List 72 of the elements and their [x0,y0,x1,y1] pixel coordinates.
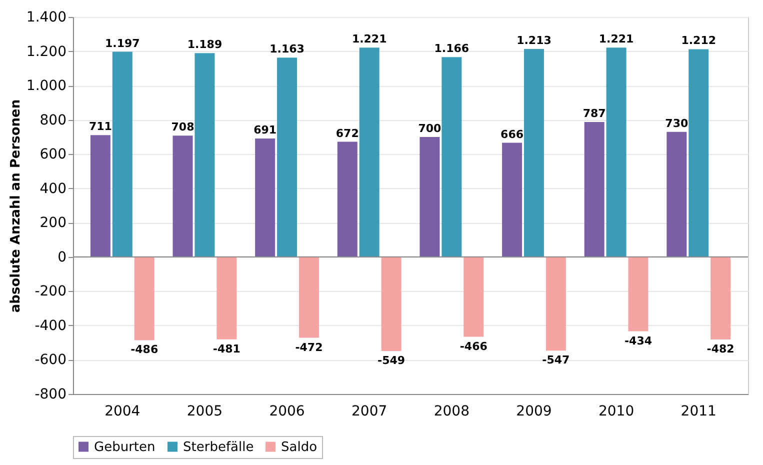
bar [337,142,358,257]
y-tick-label: -600 [34,352,66,368]
bar [172,136,193,257]
x-tick-label: 2005 [186,404,223,420]
y-tick-label: 1.000 [26,78,66,94]
y-axis-title: absolute Anzahl an Personen [8,99,24,313]
x-tick-label: 2006 [269,404,305,420]
bar [277,58,298,257]
bar [255,138,276,257]
bar [710,256,731,340]
y-tick-label: -800 [34,386,66,402]
data-label: 1.197 [104,36,140,50]
data-label: 730 [665,116,688,130]
y-tick-label: 1.200 [26,44,66,60]
y-tick-label: 800 [40,112,66,128]
data-label: 1.213 [516,34,552,48]
bar [298,256,319,338]
bar [628,256,648,332]
y-tick-label: -200 [34,284,66,300]
data-label: 1.221 [352,32,387,46]
data-label: 711 [88,120,112,134]
bar [112,52,132,257]
data-label: -486 [130,343,158,356]
legend-label: Geburten [94,440,156,455]
data-label: 691 [254,123,277,136]
data-label: -466 [460,340,488,353]
y-tick-label: -400 [34,318,66,334]
x-tick-label: 2010 [598,404,634,420]
y-tick-label: 600 [40,146,66,163]
data-label: 708 [171,120,194,134]
data-label: -549 [378,354,406,367]
bar [606,48,626,257]
bar [442,57,462,257]
data-label: -472 [295,340,323,354]
y-tick-label: 1.400 [26,10,66,26]
bar [216,256,237,340]
y-tick-label: 400 [40,180,66,197]
data-label: 1.212 [681,34,716,48]
bar [381,256,402,351]
x-tick-label: 2008 [434,404,470,420]
x-tick-label: 2007 [352,404,388,420]
data-label: 787 [582,107,606,120]
data-label: -481 [212,342,240,356]
bar [666,132,687,257]
bar [194,53,215,257]
data-label: 1.221 [598,32,634,46]
x-tick-label: 2009 [516,404,552,420]
data-label: 1.166 [434,42,470,56]
legend-label: Sterbefälle [183,440,254,455]
x-tick-label: 2004 [104,404,140,420]
bar [464,256,484,337]
bar [546,256,566,351]
data-label: 700 [418,122,442,135]
bar [524,49,544,257]
data-label: 1.189 [187,38,222,52]
bar [134,256,154,340]
bar [584,122,604,257]
data-label: 666 [500,128,524,141]
data-label: -482 [706,342,734,356]
y-tick-label: 0 [58,249,66,266]
data-label: 1.163 [270,42,304,56]
y-tick-label: 200 [40,215,66,232]
bar [688,49,709,257]
legend-label: Saldo [281,440,318,455]
bar [90,135,110,257]
bar [359,48,380,257]
bar [420,136,440,257]
data-label: -434 [624,334,652,348]
data-label: -547 [542,354,570,367]
data-label: 672 [336,126,359,140]
bar [502,142,522,257]
x-tick-label: 2011 [680,404,716,420]
